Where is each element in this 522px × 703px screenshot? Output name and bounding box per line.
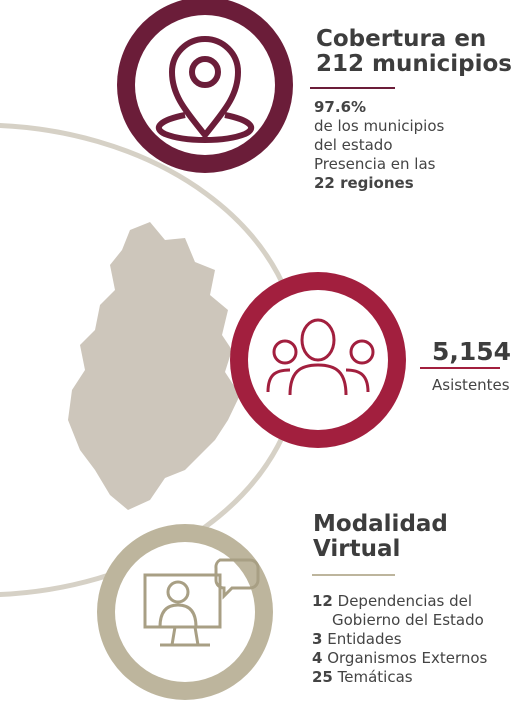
people-icon — [266, 318, 375, 396]
pin-icon — [156, 36, 254, 143]
text: 22 regiones — [314, 174, 414, 192]
text: 12 — [312, 592, 333, 610]
virtual-icon — [143, 558, 260, 647]
coverage-text: 97.6% de los municipios del estado Prese… — [314, 98, 444, 193]
attendees-label: Asistentes — [432, 376, 510, 394]
text: Entidades — [327, 630, 402, 648]
text: 4 — [312, 649, 323, 667]
text: del estado — [314, 136, 393, 154]
text: Presencia en las — [314, 155, 436, 173]
virtual-list: 12 Dependencias del Gobierno del Estado … — [312, 592, 487, 687]
text: 3 — [312, 630, 323, 648]
text: Temáticas — [337, 668, 413, 686]
text: Gobierno del Estado — [332, 611, 484, 629]
attendees-number: 5,154 — [432, 337, 512, 366]
text: Organismos Externos — [327, 649, 488, 667]
text: de los municipios — [314, 117, 445, 135]
title: Cobertura en 212 municipios — [316, 27, 512, 77]
text: 25 — [312, 668, 333, 686]
text: 97.6% — [314, 98, 367, 116]
text: Modalidad — [313, 511, 448, 537]
text: Cobertura en — [316, 26, 487, 52]
state-map — [68, 222, 240, 510]
text: Virtual — [313, 536, 401, 562]
text: Dependencias del — [337, 592, 473, 610]
title: Modalidad Virtual — [313, 512, 448, 562]
text: 212 municipios — [316, 51, 512, 77]
circle-3-inner — [115, 542, 255, 682]
